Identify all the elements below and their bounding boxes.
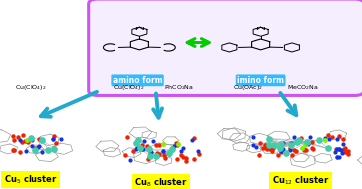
Text: PhCO$_2$Na: PhCO$_2$Na <box>164 83 194 92</box>
Text: Cu(OAc)$_2$: Cu(OAc)$_2$ <box>233 83 263 92</box>
Text: imino form: imino form <box>237 76 284 85</box>
Text: MeCO$_2$Na: MeCO$_2$Na <box>287 83 318 92</box>
Text: Cu$_8$ cluster: Cu$_8$ cluster <box>134 176 188 189</box>
Text: Cu$_5$ cluster: Cu$_5$ cluster <box>4 173 58 186</box>
Text: Cu$_{12}$ cluster: Cu$_{12}$ cluster <box>272 174 329 187</box>
FancyBboxPatch shape <box>89 0 362 95</box>
Text: amino form: amino form <box>113 76 163 85</box>
Text: Cu(ClO$_4$)$_2$: Cu(ClO$_4$)$_2$ <box>15 83 47 92</box>
Text: Cu(ClO$_4$)$_2$: Cu(ClO$_4$)$_2$ <box>113 83 144 92</box>
